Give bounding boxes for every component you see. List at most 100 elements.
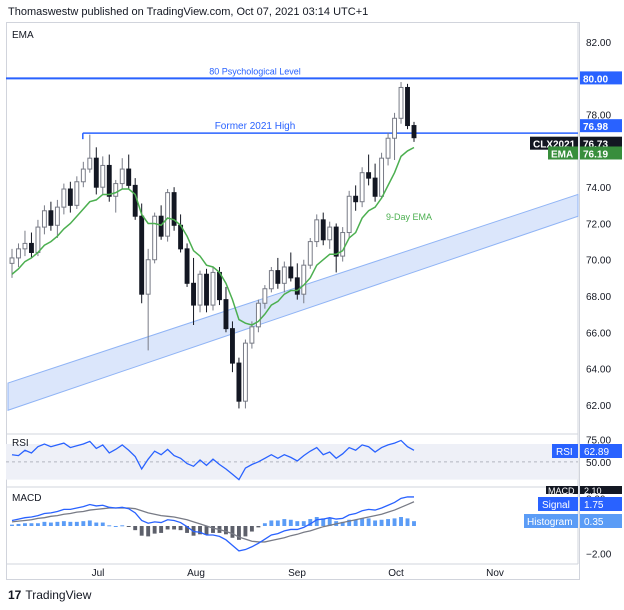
rsi-badge-value: 62.89 — [584, 447, 609, 458]
candle-body — [152, 215, 158, 261]
macd-histogram-bar — [126, 526, 131, 527]
macd-histogram-bar — [353, 519, 358, 526]
candle-body — [268, 270, 274, 290]
macd-histogram-bar — [347, 519, 352, 526]
candle-body — [9, 257, 15, 264]
candle-body — [191, 282, 196, 306]
ema-9-line — [11, 146, 415, 326]
candle-body — [372, 177, 378, 197]
ema-annotation-label: 9-Day EMA — [386, 212, 432, 222]
candle-body — [281, 266, 287, 284]
candle-body — [204, 273, 209, 306]
footer-brand: 17 TradingView — [8, 588, 91, 602]
macd-histogram-bar — [152, 526, 157, 534]
macd-histogram-bar — [35, 523, 40, 526]
macd-histogram-bar — [275, 520, 280, 526]
last-price-badge: 76.73 — [583, 140, 608, 151]
macd-histogram-bar — [42, 521, 47, 526]
candle-body — [119, 168, 125, 185]
histogram-badge-value: 0.35 — [584, 517, 604, 528]
candle-body — [288, 266, 294, 279]
candle-body — [249, 326, 255, 344]
macd-signal-line — [11, 501, 415, 543]
price-tick-label: 72.00 — [586, 219, 611, 230]
candle-body — [197, 273, 203, 306]
candle-body — [340, 232, 346, 257]
macd-line — [11, 496, 414, 552]
time-tick-label: Nov — [486, 568, 504, 579]
candle-body — [255, 302, 261, 328]
level-80-badge-bg — [580, 71, 622, 85]
publisher-line: Thomaswestw published on TradingView.com… — [8, 6, 369, 18]
macd-histogram-bar — [379, 519, 384, 526]
macd-histogram-bar — [146, 526, 151, 537]
candle-body — [171, 192, 177, 226]
candle-body — [392, 117, 397, 139]
price-pane-title: EMA — [12, 30, 34, 41]
chart-frame — [6, 22, 580, 580]
macd-tick-label: −2.00 — [586, 550, 612, 561]
level-80-badge: 80.00 — [583, 74, 608, 85]
time-tick-label: Oct — [388, 568, 404, 579]
candle-body — [80, 168, 86, 183]
candle-body — [236, 362, 242, 402]
macd-histogram-bar — [249, 526, 254, 532]
candle-body — [314, 219, 320, 243]
candle-body — [223, 299, 229, 330]
rsi-pane-title: RSI — [12, 438, 29, 449]
candle-body — [242, 342, 248, 402]
candle-body — [385, 137, 391, 159]
histogram-badge-label: Histogram — [527, 517, 573, 528]
candle-body — [74, 181, 80, 206]
macd-histogram-bar — [68, 521, 73, 526]
psychological-level-label: 80 Psychological Level — [209, 66, 301, 76]
ticker-badge-bg — [530, 136, 578, 150]
candle-body — [294, 277, 300, 295]
macd-histogram-bar — [81, 521, 86, 526]
ema-name-badge: EMA — [551, 149, 573, 160]
candle-body — [275, 270, 281, 284]
macd-histogram-bar — [288, 519, 293, 526]
tradingview-logo-icon: 17 — [8, 588, 22, 602]
former-high-badge-bg — [580, 119, 622, 133]
macd-histogram-bar — [366, 518, 371, 526]
candle-body — [411, 125, 417, 139]
macd-histogram-bar — [282, 519, 287, 526]
macd-histogram-bar — [100, 522, 105, 526]
candle-body — [165, 192, 171, 237]
candle-body — [379, 157, 385, 197]
macd-badge-value-bg — [580, 486, 622, 494]
macd-histogram-bar — [308, 519, 313, 526]
macd-histogram-bar — [204, 526, 209, 535]
macd-histogram-bar — [230, 526, 235, 538]
rsi-badge-label: RSI — [556, 447, 573, 458]
candle-body — [54, 206, 60, 226]
last-price-badge-bg — [580, 136, 622, 150]
macd-histogram-bar — [159, 526, 164, 533]
candle-body — [158, 215, 164, 237]
candle-body — [16, 248, 21, 259]
candle-body — [327, 226, 333, 241]
candle-body — [22, 242, 28, 250]
candle-body — [35, 226, 41, 253]
candle-body — [333, 226, 339, 257]
macd-histogram-bar — [23, 523, 27, 526]
ema-value-badge-bg — [580, 146, 622, 160]
macd-histogram-bar — [236, 526, 241, 540]
macd-histogram-bar — [386, 519, 391, 526]
macd-histogram-bar — [392, 518, 397, 526]
candle-body — [145, 259, 151, 295]
candle-body — [126, 168, 132, 186]
macd-histogram-bar — [185, 526, 190, 533]
macd-histogram-bar — [113, 526, 118, 527]
histogram-badge-label-bg — [524, 514, 578, 528]
histogram-badge-value-bg — [580, 514, 622, 528]
macd-histogram-bar — [373, 520, 378, 526]
former-high-badge: 76.98 — [583, 122, 608, 133]
candle-body — [346, 195, 352, 234]
macd-histogram-bar — [211, 526, 215, 533]
macd-histogram-bar — [321, 518, 326, 526]
candle-body — [93, 157, 99, 188]
candle-body — [67, 188, 73, 206]
